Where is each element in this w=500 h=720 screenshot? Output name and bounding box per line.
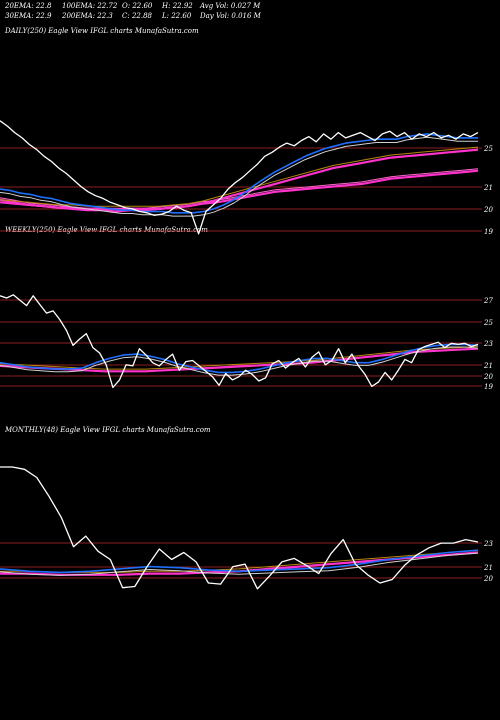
ema-30-line [0,136,478,217]
y-tick-label: 19 [484,228,493,236]
y-tick-label: 27 [483,297,493,305]
open-readout: O: 22.60 [122,2,153,10]
ema-200-line [0,169,479,213]
price-line [0,294,479,389]
y-tick-label: 20 [483,575,493,583]
ema-20-line [0,549,479,574]
ema-20-line [0,343,479,374]
y-tick-label: 20 [483,206,493,214]
y-tick-label: 21 [483,184,493,192]
ema100-readout: 100EMA: 22.72 [62,2,118,10]
low-readout: L: 22.60 [162,12,192,20]
ema-30-line [0,346,479,376]
monthly-panel-label: MONTHLY(48) Eagle View IFGL charts Munaf… [5,426,211,434]
price-line [0,466,479,590]
day-vol-readout: Day Vol: 0.016 M [200,12,261,20]
ema-30-line [0,552,479,576]
ema30-readout: 30EMA: 22.9 [5,12,52,20]
daily-panel-label: DAILY(250) Eagle View IFGL charts Munafa… [5,27,199,35]
ema20-readout: 20EMA: 22.8 [5,2,52,10]
y-tick-label: 19 [484,383,493,391]
y-tick-label: 25 [483,319,493,327]
y-tick-label: 21 [483,564,493,572]
close-readout: C: 22.88 [122,12,152,20]
y-tick-label: 25 [483,145,493,153]
avg-vol-readout: Avg Vol: 0.027 M [200,2,261,10]
ema-slow-companion-line [0,146,479,207]
ema-slow-companion-line [0,549,479,573]
y-tick-label: 23 [483,340,493,348]
high-readout: H: 22.92 [162,2,193,10]
y-tick-label: 20 [483,373,493,381]
y-tick-label: 21 [483,362,493,370]
ema-20-line [0,133,478,214]
y-tick-label: 23 [483,540,493,548]
ema200-readout: 200EMA: 22.3 [62,12,113,20]
price-line [0,120,479,235]
weekly-panel-label: WEEKLY(250) Eagle View IFGL charts Munaf… [5,226,208,234]
